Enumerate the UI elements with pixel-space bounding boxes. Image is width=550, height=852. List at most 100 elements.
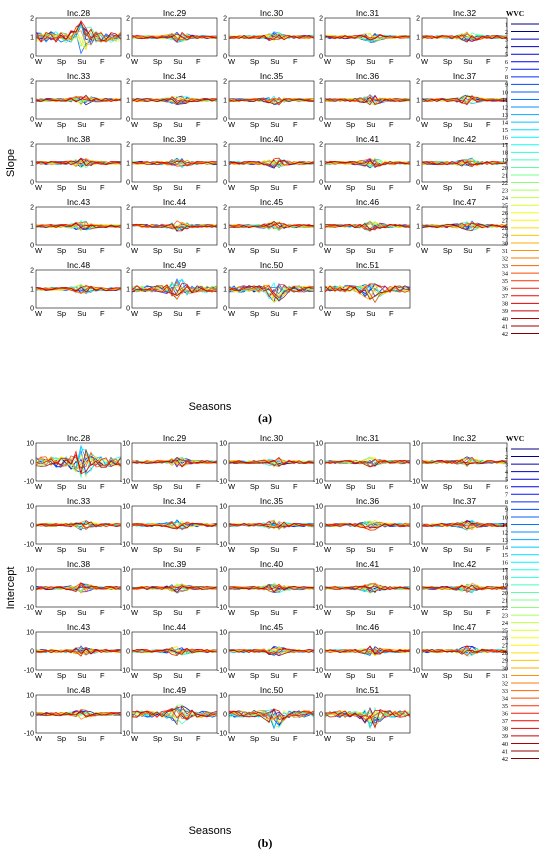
series-line <box>229 521 314 528</box>
legend-entry: 4 <box>505 44 509 51</box>
x-tick-label: Su <box>173 608 182 617</box>
x-tick-label: F <box>293 57 298 66</box>
subplot-title: Inc.45 <box>260 197 283 207</box>
subplot-title: Inc.44 <box>163 622 186 632</box>
series-line <box>325 222 410 230</box>
legend-entry: 12 <box>502 529 508 536</box>
legend-entry: 38 <box>502 301 508 308</box>
x-tick-label: F <box>389 246 394 255</box>
x-tick-label: W <box>324 545 332 554</box>
y-tick-label: 1 <box>223 161 227 168</box>
x-tick-label: Sp <box>153 246 162 255</box>
x-tick-label: W <box>35 57 43 66</box>
subplot-inc-40 <box>228 568 315 608</box>
legend-entry: 15 <box>502 552 508 559</box>
y-tick-label: 10 <box>412 630 420 637</box>
x-tick-label: F <box>486 246 491 255</box>
series-line <box>325 522 410 529</box>
x-tick-label: W <box>131 57 139 66</box>
legend-entry: 14 <box>502 119 509 126</box>
y-tick-label: 0 <box>223 54 227 61</box>
series-line <box>132 458 217 466</box>
x-tick-label: F <box>293 309 298 318</box>
legend-entry: 37 <box>502 718 508 725</box>
series-line <box>36 712 121 720</box>
series-group <box>132 278 217 301</box>
x-tick-label: F <box>389 57 394 66</box>
x-tick-label: Sp <box>346 734 355 743</box>
y-tick-label: 2 <box>126 79 130 86</box>
x-tick-label: Su <box>270 608 279 617</box>
y-tick-label: 0 <box>126 306 130 313</box>
y-tick-label: 10 <box>219 504 227 511</box>
subplot-inc-39 <box>131 143 218 183</box>
x-tick-label: Sp <box>443 57 452 66</box>
series-line <box>229 708 314 729</box>
y-tick-label: 0 <box>319 306 323 313</box>
subplot-title: Inc.39 <box>163 134 186 144</box>
y-tick-label: 2 <box>223 16 227 23</box>
series-line <box>325 708 410 729</box>
series-line <box>229 285 314 299</box>
subplot-inc-32 <box>421 442 508 482</box>
subplot-title: Inc.36 <box>356 496 379 506</box>
series-group <box>422 31 507 43</box>
y-tick-label: 0 <box>223 712 227 719</box>
x-tick-label: W <box>35 120 43 129</box>
x-tick-label: Sp <box>57 734 66 743</box>
x-tick-label: F <box>389 482 394 491</box>
legend-entry: 40 <box>502 741 508 748</box>
x-tick-label: Su <box>463 246 472 255</box>
y-tick-label: 0 <box>126 712 130 719</box>
legend-entry: 18 <box>502 575 508 582</box>
series-line <box>132 585 217 590</box>
subplot-inc-45 <box>228 631 315 671</box>
series-line <box>132 97 217 105</box>
y-tick-label: 10 <box>315 441 323 448</box>
series-group <box>132 157 217 169</box>
y-tick-label: -10 <box>24 731 34 738</box>
subplot-title: Inc.35 <box>260 71 283 81</box>
series-line <box>229 285 314 302</box>
series-line <box>422 585 507 591</box>
y-tick-label: 1 <box>126 98 130 105</box>
legend-entry: 23 <box>502 612 508 619</box>
subplot-title: Inc.38 <box>67 559 90 569</box>
series-line <box>36 710 121 718</box>
x-tick-label: F <box>486 57 491 66</box>
x-tick-label: F <box>486 671 491 680</box>
x-tick-label: Sp <box>153 608 162 617</box>
x-tick-label: Sp <box>443 120 452 129</box>
y-tick-label: -10 <box>217 668 227 675</box>
y-tick-label: 0 <box>126 460 130 467</box>
x-tick-label: Su <box>173 309 182 318</box>
series-group <box>325 32 410 43</box>
subplot-inc-33 <box>35 505 122 545</box>
y-tick-label: 2 <box>30 142 34 149</box>
y-tick-label: 0 <box>416 117 420 124</box>
series-group <box>325 220 410 232</box>
legend-entry: 20 <box>502 165 508 172</box>
subplot-inc-34 <box>131 505 218 545</box>
legend-entry: 14 <box>502 544 509 551</box>
y-tick-label: 0 <box>319 243 323 250</box>
legend-entry: 2 <box>505 454 508 461</box>
x-tick-label: Sp <box>153 120 162 129</box>
y-tick-label: 0 <box>30 712 34 719</box>
y-tick-label: 2 <box>30 268 34 275</box>
y-axis-label: Intercept <box>5 567 17 610</box>
y-tick-label: 0 <box>319 712 323 719</box>
x-tick-label: F <box>196 608 201 617</box>
legend-title: WVC <box>506 9 524 18</box>
y-tick-label: 2 <box>223 205 227 212</box>
series-group <box>229 518 314 531</box>
x-tick-label: F <box>293 671 298 680</box>
x-tick-label: Sp <box>153 671 162 680</box>
subplot-inc-43 <box>35 631 122 671</box>
y-tick-label: 1 <box>30 161 34 168</box>
subplot-inc-30 <box>228 442 315 482</box>
subplot-title: Inc.42 <box>453 134 476 144</box>
subplot-inc-37 <box>421 80 508 120</box>
legend-entry: 30 <box>502 665 508 672</box>
x-tick-label: Su <box>270 183 279 192</box>
